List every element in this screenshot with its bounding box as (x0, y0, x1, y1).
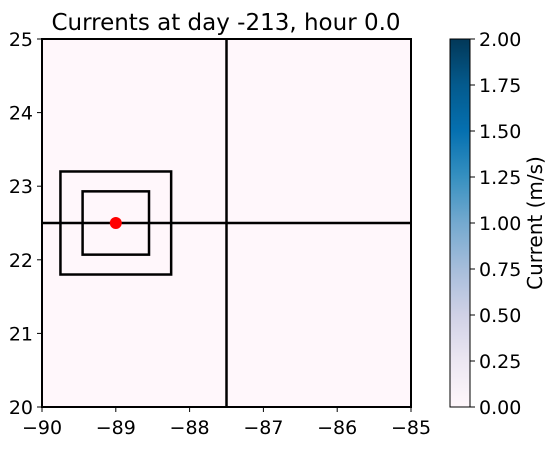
colorbar-tick-label: 1.25 (479, 167, 521, 189)
chart-title: Currents at day -213, hour 0.0 (51, 10, 400, 36)
colorbar-axis: 0.00 0.25 0.50 0.75 1.00 1.25 1.50 1.75 2.00 (470, 29, 521, 419)
overlay-layer (42, 39, 411, 407)
x-axis: −90 −89 −88 −87 −86 −85 (22, 407, 431, 439)
x-tick-label: −87 (243, 417, 283, 439)
outer-box (59, 170, 173, 276)
x-tick-label: −88 (170, 417, 210, 439)
colorbar-tick-label: 0.00 (479, 397, 521, 419)
inner-box (81, 190, 151, 256)
colorbar-label: Current (m/s) (523, 156, 547, 290)
colorbar (450, 39, 470, 407)
colorbar-tick-label: 2.00 (479, 29, 521, 51)
colorbar-tick-label: 1.50 (479, 121, 521, 143)
colorbar-tick-label: 0.50 (479, 305, 521, 327)
y-tick-label: 23 (9, 176, 33, 198)
colorbar-tick-label: 0.25 (479, 351, 521, 373)
y-tick-label: 24 (9, 103, 33, 125)
x-tick-label: −90 (22, 417, 62, 439)
colorbar-tick-label: 1.75 (479, 75, 521, 97)
plot-frame (41, 38, 412, 408)
location-point (109, 217, 122, 229)
x-tick-label: −85 (391, 417, 431, 439)
x-tick-label: −86 (317, 417, 357, 439)
y-tick-label: 25 (9, 29, 33, 51)
y-tick-label: 20 (9, 397, 33, 419)
y-tick-label: 22 (9, 250, 33, 272)
colorbar-tick-label: 1.00 (479, 213, 521, 235)
y-tick-label: 21 (9, 323, 33, 345)
x-tick-label: −89 (96, 417, 136, 439)
y-axis: 20 21 22 23 24 25 (9, 29, 42, 419)
colorbar-tick-label: 0.75 (479, 259, 521, 281)
